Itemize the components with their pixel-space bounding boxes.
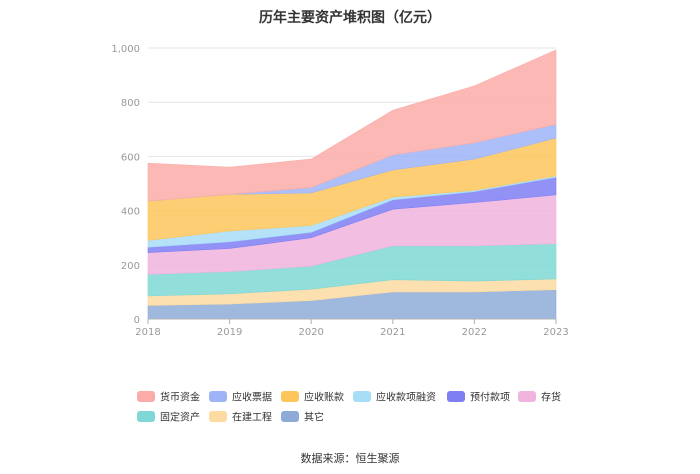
legend-swatch	[281, 411, 299, 422]
legend-label: 货币资金	[160, 391, 200, 404]
legend-item-货币资金[interactable]: 货币资金	[137, 391, 200, 404]
legend-label: 应收款项融资	[376, 391, 436, 404]
legend-item-其它[interactable]: 其它	[281, 411, 324, 424]
legend-item-预付款项[interactable]: 预付款项	[447, 391, 510, 404]
y-tick-label: 0	[134, 315, 140, 326]
legend-swatch	[447, 391, 465, 402]
legend-label: 应收账款	[304, 391, 344, 404]
x-tick-label: 2023	[543, 327, 568, 338]
legend-label: 存货	[541, 391, 561, 404]
legend-item-应收票据[interactable]: 应收票据	[209, 391, 272, 404]
legend-label: 应收票据	[232, 391, 272, 404]
legend-swatch	[209, 411, 227, 422]
x-tick-label: 2018	[135, 327, 160, 338]
legend-label: 预付款项	[470, 391, 510, 404]
x-tick-label: 2020	[298, 327, 323, 338]
y-tick-label: 600	[121, 152, 140, 163]
x-tick-label: 2021	[380, 327, 405, 338]
y-tick-label: 1,000	[111, 44, 140, 55]
legend-swatch	[137, 391, 155, 402]
legend-swatch	[353, 391, 371, 402]
chart-title: 历年主要资产堆积图（亿元）	[259, 9, 441, 26]
legend-swatch	[281, 391, 299, 402]
legend-label: 在建工程	[232, 411, 272, 424]
area-series	[147, 49, 557, 320]
y-tick-label: 200	[121, 261, 140, 272]
legend-swatch	[137, 411, 155, 422]
axes: 0 200 400 600 800 1,000 2018 2019 2020 2021 2022 20…	[111, 44, 568, 338]
legend-item-固定资产[interactable]: 固定资产	[137, 411, 200, 424]
legend-label: 固定资产	[160, 411, 200, 424]
data-source: 数据来源：恒生聚源	[301, 451, 400, 465]
x-tick-label: 2019	[217, 327, 242, 338]
legend-label: 其它	[304, 411, 324, 424]
legend-item-存货[interactable]: 存货	[518, 391, 561, 404]
y-tick-label: 400	[121, 207, 140, 218]
y-tick-label: 800	[121, 98, 140, 109]
legend-item-应收账款[interactable]: 应收账款	[281, 391, 344, 404]
area-货币资金[interactable]	[147, 49, 557, 202]
x-tick-label: 2022	[462, 327, 487, 338]
legend-swatch	[518, 391, 536, 402]
legend-item-应收款项融资[interactable]: 应收款项融资	[353, 391, 436, 404]
legend-swatch	[209, 391, 227, 402]
legend-item-在建工程[interactable]: 在建工程	[209, 411, 272, 424]
